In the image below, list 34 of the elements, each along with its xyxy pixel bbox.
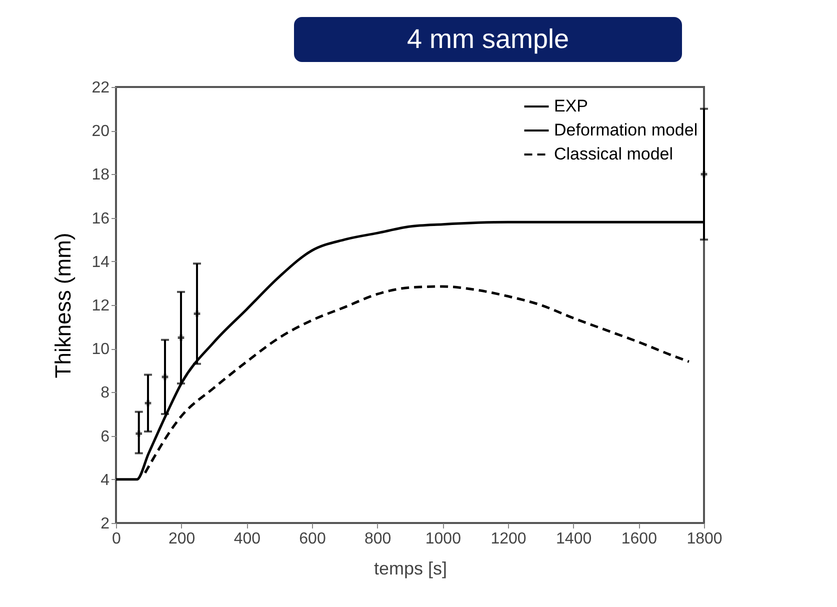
point [194, 310, 200, 317]
chart-title: 4 mm sample [406, 24, 570, 54]
y-tick-label: 2 [100, 516, 110, 532]
y-tick-label: 12 [92, 298, 110, 314]
x-tick-label: 1800 [686, 530, 722, 548]
y-tick-label: 14 [92, 254, 110, 271]
y-tick-label: 20 [92, 123, 110, 140]
x-tick-label: 0 [112, 530, 122, 548]
line-series [144, 285, 690, 474]
x-tick-label: 1400 [556, 530, 592, 548]
legend-label: EXP [554, 96, 588, 116]
x-axis-title: temps [s] [374, 558, 448, 578]
point [144, 400, 152, 406]
point [136, 430, 142, 437]
point [700, 171, 708, 178]
x-tick-label: 600 [299, 530, 326, 548]
x-tick-label: 400 [234, 530, 261, 548]
point [162, 374, 168, 380]
y-tick-label: 10 [92, 341, 110, 358]
y-tick-label: 8 [100, 384, 110, 402]
y-tick-label: 4 [100, 472, 110, 489]
x-tick-label: 1600 [621, 530, 658, 548]
y-axis-title: Thikness (mm) [50, 232, 76, 378]
x-tick-label: 800 [364, 530, 392, 548]
y-tick-label: 22 [92, 80, 110, 96]
y-tick-label: 18 [92, 166, 110, 184]
x-tick-label: 1000 [425, 530, 462, 548]
x-tick-label: 1200 [490, 530, 526, 548]
x-tick-label: 200 [168, 530, 196, 548]
legend-label: Classical model [554, 144, 674, 164]
y-tick-label: 6 [100, 428, 110, 446]
y-tick-label: 16 [92, 210, 110, 228]
legend-label: Deformation model [554, 120, 698, 140]
point [178, 334, 184, 341]
